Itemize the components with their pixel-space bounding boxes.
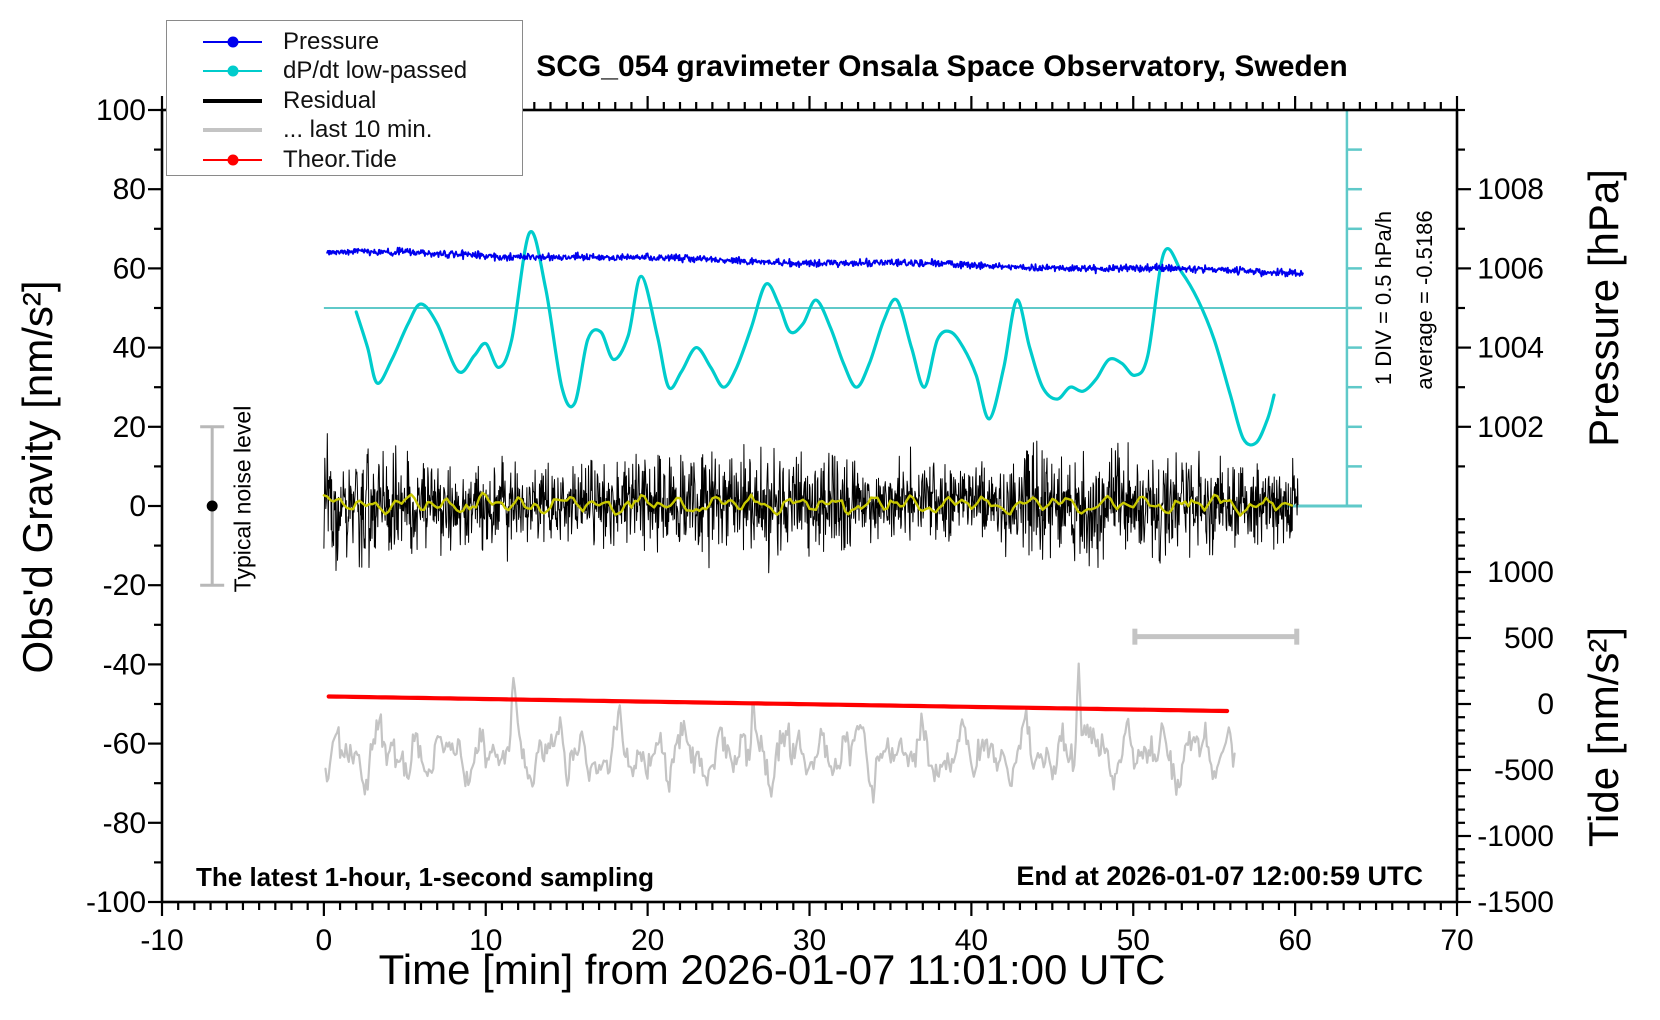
last10-curve [324,662,1236,804]
legend-item-0: Pressure [167,27,522,57]
legend-sample-line [203,36,262,48]
legend-sample-line [203,65,262,77]
pressure-tick-label: 1002 [1477,411,1544,444]
gravity-tick-label: -60 [103,728,146,761]
pressure-tick-label: 1006 [1477,252,1544,285]
average-annotation: average = -0.5186 [1412,210,1437,390]
gravity-tick-label: 0 [129,490,146,523]
gravity-tick-label: -80 [103,807,146,840]
legend-sample-dot [227,36,238,48]
gravity-axis-title: Obs'd Gravity [nm/s²] [14,280,61,674]
div-scale-annotation: 1 DIV = 0.5 hPa/h [1371,210,1396,386]
pressure-tick-label: 1008 [1477,173,1544,206]
gravity-tick-label: 100 [96,94,146,127]
legend-item-3: ... last 10 min. [167,116,522,146]
x-tick-label: 40 [955,924,988,957]
x-tick-label: 60 [1278,924,1311,957]
legend-label: Theor.Tide [283,145,397,173]
legend-rows: Pressure dP/dt low-passed Residual... last… [167,27,522,175]
x-tick-label: -10 [140,924,183,957]
residual-lowpass-curve [322,491,1294,517]
gravity-tick-label: -20 [103,569,146,602]
legend-sample-line [203,154,262,166]
legend-label: Residual [283,86,377,114]
legend-label: dP/dt low-passed [283,57,468,85]
tide-axis-title: Tide [nm/s²] [1580,626,1627,848]
x-axis-title: Time [min] from 2026-01-07 11:01:00 UTC [378,946,1166,993]
legend-sample-dot [227,154,238,166]
tide-tick-label: 0 [1537,688,1554,721]
legend-sample-line [203,98,262,103]
legend-sample-dot [227,65,238,77]
gravity-tick-label: 60 [113,252,146,285]
legend-box: Pressure dP/dt low-passed Residual... last… [166,20,523,176]
end-time-note: End at 2026-01-07 12:00:59 UTC [1016,861,1423,891]
legend-label: Pressure [283,27,380,55]
gravity-tick-label: -100 [86,886,146,919]
typical-noise-annotation: Typical noise level [229,405,256,593]
legend-item-2: Residual [167,86,522,116]
tide-tick-label: 500 [1504,622,1554,655]
chart-title: SCG_054 gravimeter Onsala Space Observat… [536,50,1348,83]
pressure-curve [326,246,1304,278]
tide-tick-label: -1000 [1477,820,1554,853]
x-tick-label: 0 [316,924,333,957]
tide-tick-label: -500 [1494,754,1554,787]
tide-tick-label: -1500 [1477,886,1554,919]
gravity-tick-label: 20 [113,411,146,444]
tide-tick-label: 1000 [1487,556,1554,589]
legend-item-1: dP/dt low-passed [167,57,522,87]
pressure-tick-label: 1004 [1477,332,1544,365]
residual-curve [323,433,1299,574]
gravity-tick-label: -40 [103,648,146,681]
dpdt-curve [354,229,1276,447]
x-tick-label: 30 [793,924,826,957]
noise-errorbar-dot [206,500,218,512]
x-tick-label: 50 [1117,924,1150,957]
x-tick-label: 10 [469,924,502,957]
pressure-axis-title: Pressure [hPa] [1580,169,1627,447]
legend-item-4: Theor.Tide [167,145,522,175]
gravity-tick-label: 40 [113,332,146,365]
x-tick-label: 20 [631,924,664,957]
sampling-note: The latest 1-hour, 1-second sampling [196,862,654,892]
theor-tide-curve [326,694,1230,714]
legend-sample-line [203,128,262,133]
gravity-tick-label: 80 [113,173,146,206]
legend-label: ... last 10 min. [283,116,433,144]
x-tick-label: 70 [1440,924,1473,957]
